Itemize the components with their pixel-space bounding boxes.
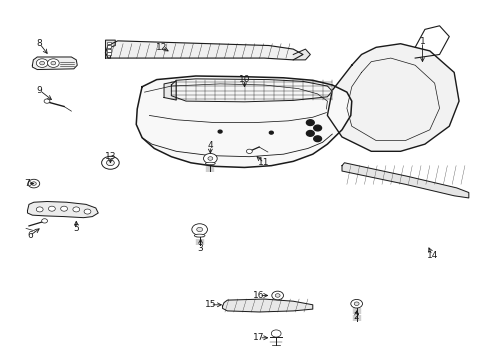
- Polygon shape: [327, 44, 458, 151]
- Circle shape: [41, 219, 47, 223]
- Text: 17: 17: [253, 333, 264, 342]
- Text: 12: 12: [156, 43, 167, 52]
- Polygon shape: [136, 76, 351, 167]
- Circle shape: [269, 131, 273, 134]
- Circle shape: [36, 59, 48, 67]
- Text: 15: 15: [204, 300, 216, 309]
- Circle shape: [275, 294, 280, 297]
- Circle shape: [218, 130, 222, 133]
- Circle shape: [84, 209, 91, 214]
- Circle shape: [40, 61, 44, 65]
- Text: 6: 6: [27, 231, 33, 240]
- Ellipse shape: [205, 162, 215, 165]
- Circle shape: [44, 99, 50, 103]
- Circle shape: [28, 179, 40, 188]
- Polygon shape: [341, 163, 468, 198]
- Circle shape: [313, 125, 321, 131]
- Circle shape: [48, 206, 55, 211]
- Polygon shape: [105, 41, 303, 60]
- Circle shape: [271, 291, 283, 300]
- Polygon shape: [163, 81, 176, 100]
- Polygon shape: [222, 299, 312, 312]
- Text: 10: 10: [238, 75, 250, 84]
- Circle shape: [191, 224, 207, 235]
- Bar: [107, 52, 111, 55]
- Circle shape: [350, 300, 362, 308]
- Circle shape: [271, 330, 281, 337]
- Text: 1: 1: [419, 37, 425, 46]
- Circle shape: [102, 156, 119, 169]
- Text: 14: 14: [426, 251, 437, 260]
- Circle shape: [306, 120, 314, 126]
- Circle shape: [61, 206, 67, 211]
- Text: 5: 5: [73, 224, 79, 233]
- Text: 11: 11: [258, 158, 269, 167]
- Circle shape: [51, 61, 56, 65]
- Text: 8: 8: [37, 39, 42, 48]
- Polygon shape: [27, 202, 98, 218]
- Text: 2: 2: [353, 312, 359, 321]
- Circle shape: [306, 131, 314, 136]
- Text: 4: 4: [207, 141, 213, 150]
- Polygon shape: [171, 79, 331, 102]
- Circle shape: [203, 153, 217, 163]
- Text: 16: 16: [253, 291, 264, 300]
- Text: 7: 7: [24, 179, 30, 188]
- Circle shape: [353, 302, 358, 306]
- Bar: [107, 49, 111, 51]
- Text: 13: 13: [104, 152, 116, 161]
- Bar: [107, 41, 111, 44]
- Circle shape: [31, 182, 36, 185]
- Circle shape: [207, 157, 212, 160]
- Polygon shape: [32, 57, 77, 69]
- Bar: [107, 45, 111, 48]
- Polygon shape: [105, 40, 115, 58]
- Text: 9: 9: [37, 86, 42, 95]
- Polygon shape: [293, 49, 310, 60]
- Ellipse shape: [194, 234, 204, 237]
- Circle shape: [106, 160, 114, 166]
- Circle shape: [196, 227, 202, 231]
- Circle shape: [36, 207, 43, 212]
- Circle shape: [47, 59, 59, 67]
- Circle shape: [313, 136, 321, 141]
- Circle shape: [73, 207, 80, 212]
- Text: 3: 3: [197, 244, 203, 253]
- Circle shape: [246, 149, 252, 153]
